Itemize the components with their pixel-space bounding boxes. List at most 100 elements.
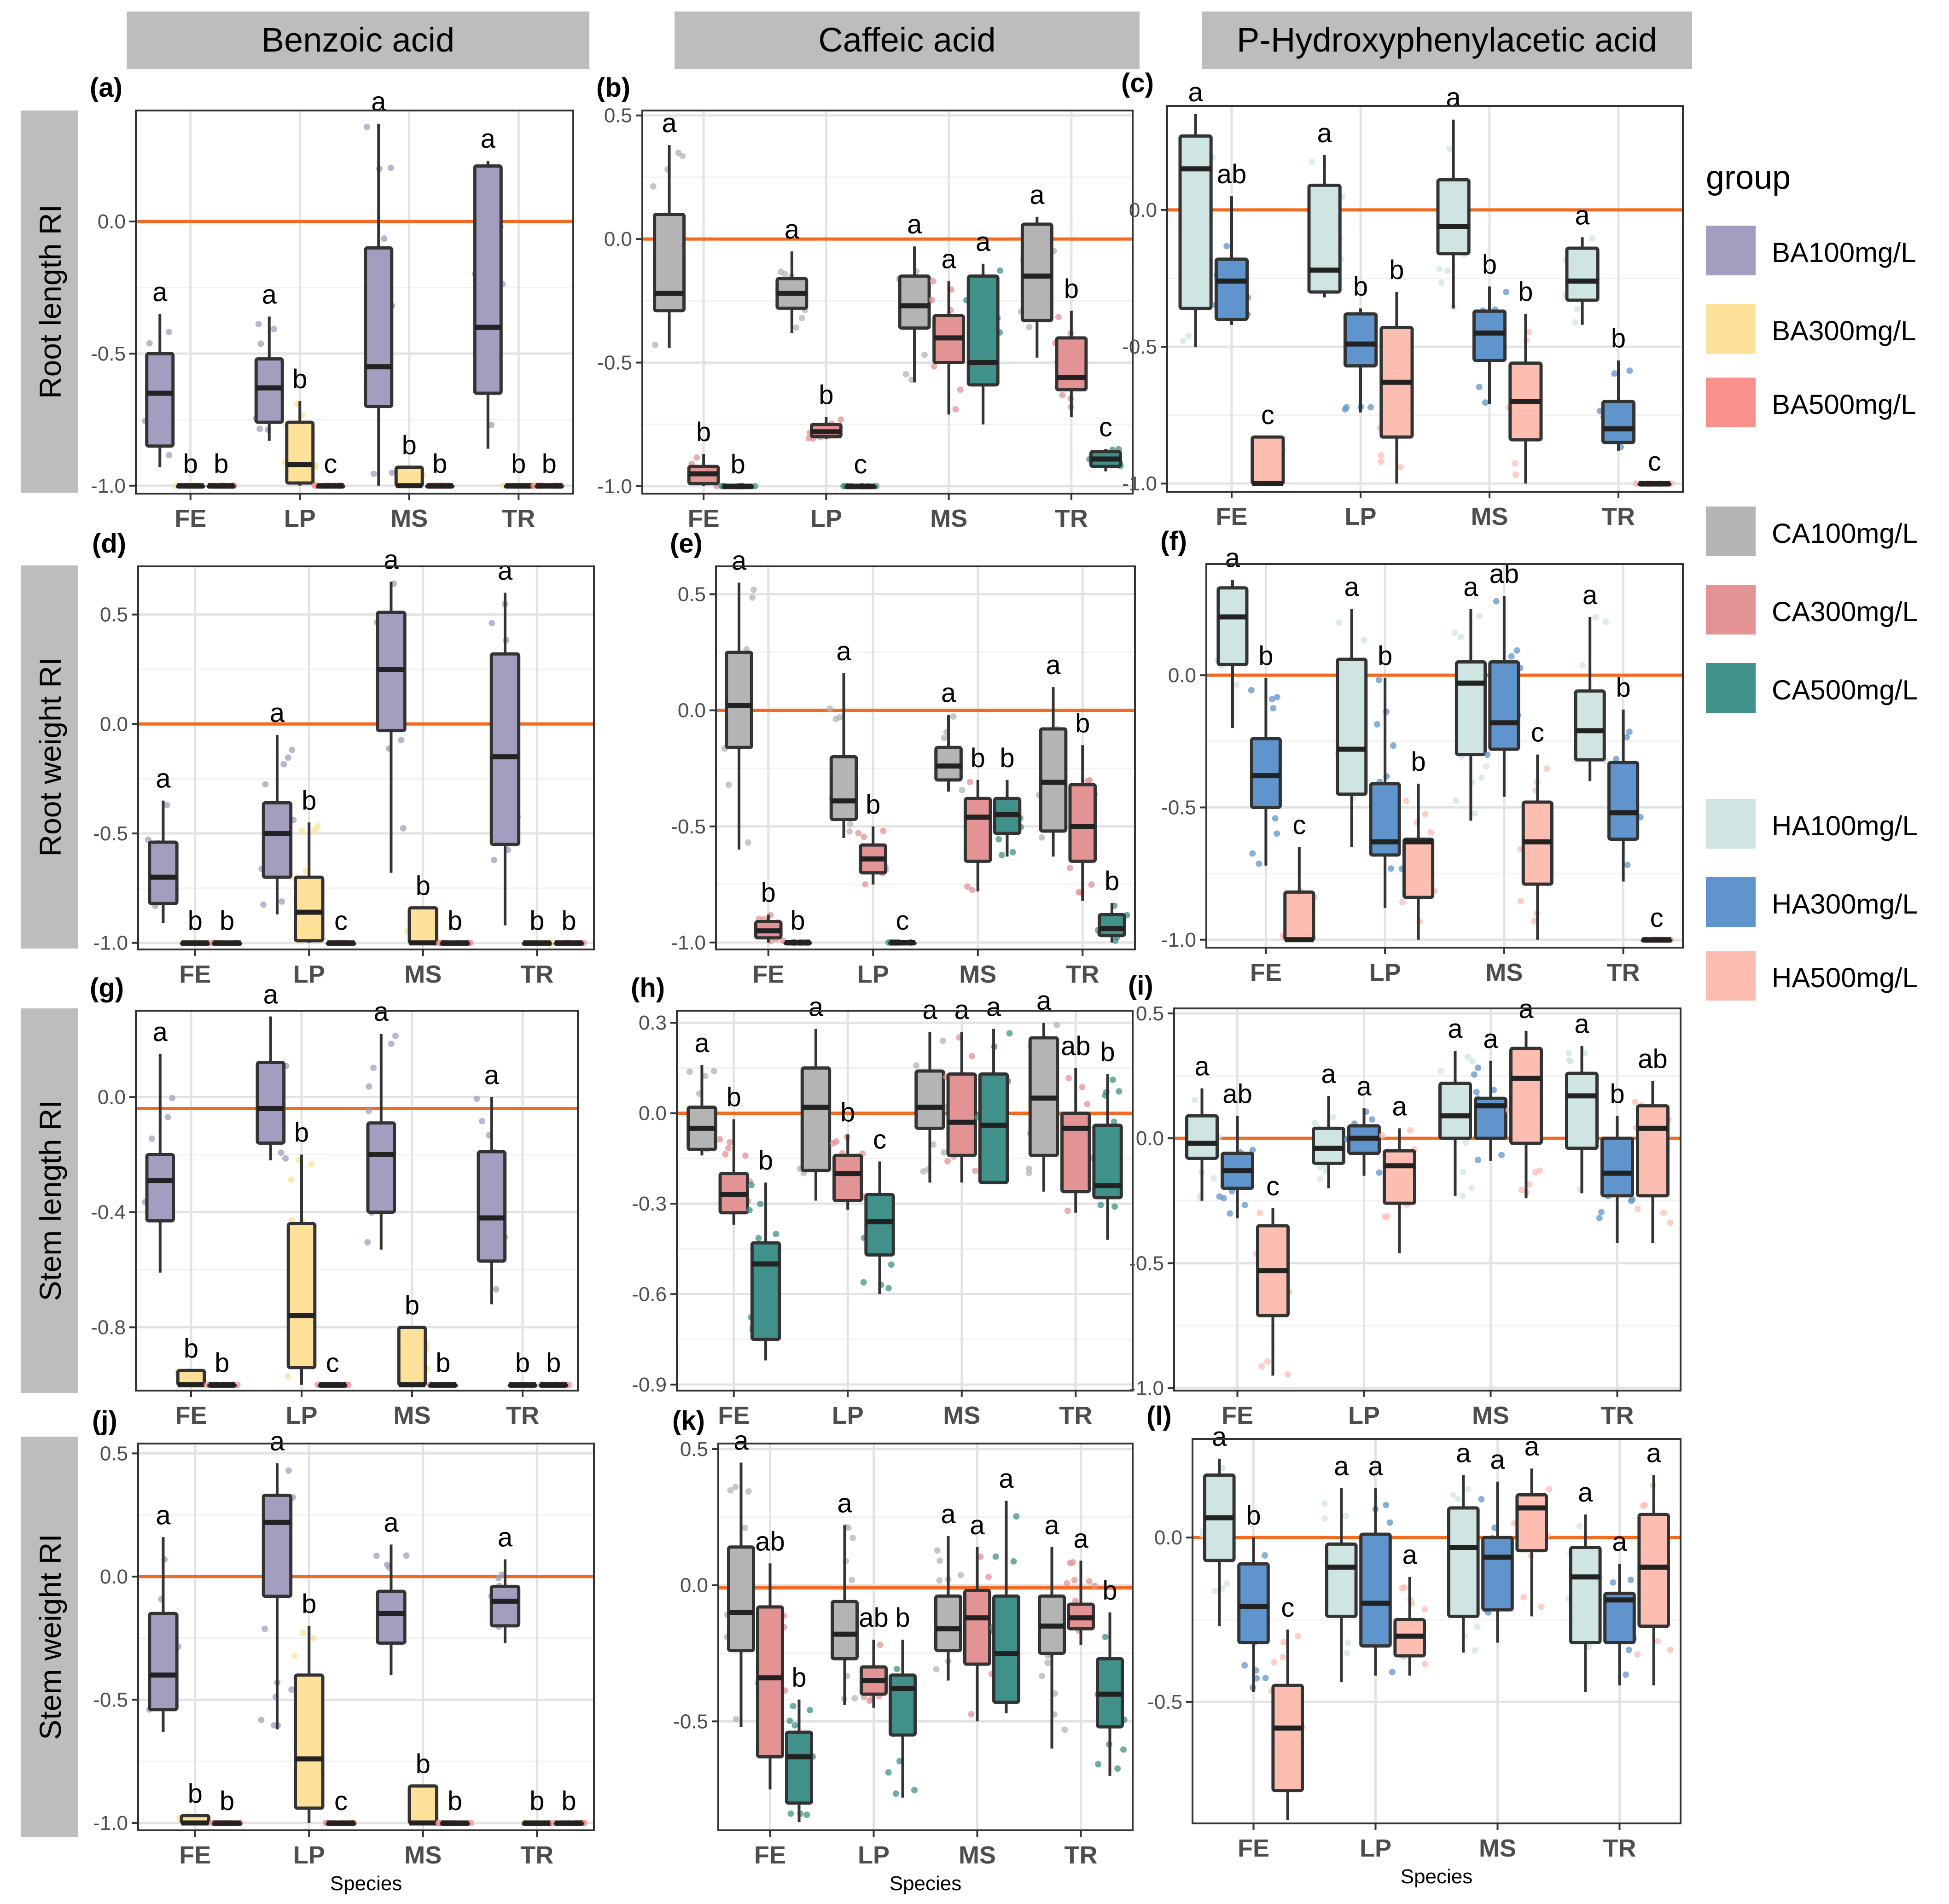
data-point [1079,1084,1086,1091]
data-point [1044,1659,1051,1666]
significance-letter: b [529,1786,544,1816]
box-body [1271,1683,1304,1793]
x-tick-label: TR [1065,1841,1098,1869]
box-FE-CA500mg/L: b [783,906,812,946]
significance-letter: a [1073,1524,1088,1554]
data-point [1451,629,1458,636]
data-point [998,851,1005,858]
box-LP-HA300mg/L: a [1359,1451,1396,1676]
box-LP-CA300mg/L: ab [859,1603,889,1708]
data-point [902,371,909,378]
box-LP-HA100mg/L: a [1334,572,1368,847]
box-MS-HA300mg/L: b [1472,250,1510,406]
data-point [845,1524,852,1531]
data-point [1091,1582,1098,1589]
data-point [755,1234,762,1241]
significance-letter: b [184,1333,198,1363]
data-point [1572,319,1579,326]
significance-letter: b [761,878,776,908]
data-point [977,1553,984,1560]
data-point [1084,778,1091,785]
box-FE-CA500mg/L: b [746,1146,781,1361]
data-point [959,786,966,793]
data-point [745,839,751,846]
data-point [398,737,405,744]
data-point [1369,1116,1376,1123]
data-point [1508,653,1515,660]
data-point [807,1707,814,1714]
data-point [1061,1726,1068,1733]
data-point [861,833,867,840]
data-point [1613,756,1620,763]
box-body [889,1673,917,1737]
row-label: Root weight RI [33,658,67,857]
significance-letter: a [153,1017,168,1047]
legend-entry: CA300mg/L [1706,585,1918,635]
legend-swatch [1706,378,1756,427]
column-header: P-Hydroxyphenylacetic acid [1237,21,1657,59]
panel-tag: (h) [631,973,665,1003]
data-point [1285,1371,1292,1378]
data-point [1389,1669,1396,1676]
x-axis-title: Species [1401,1865,1473,1888]
data-point [1264,1358,1271,1365]
data-point [1498,1152,1505,1159]
data-point [1469,1058,1476,1065]
data-point [913,1062,920,1069]
data-point [1458,634,1465,640]
data-point [1388,865,1395,872]
data-point [1249,850,1256,857]
box-body [1325,1542,1358,1618]
data-point [1520,1594,1527,1601]
data-point [384,1561,390,1568]
data-point [722,1151,729,1158]
significance-letter: b [1064,274,1079,304]
y-tick-label: -0.5 [1147,1691,1182,1713]
box-MS-BA100mg/L: a [373,1508,410,1675]
box-body [831,1600,859,1660]
x-tick-label: TR [520,1841,553,1869]
data-point [693,454,700,461]
box-TR-CA100mg/L: a [1038,1510,1068,1749]
data-point [1478,1496,1485,1503]
data-point [1378,458,1385,465]
significance-letter: a [384,545,399,575]
data-point [365,1107,372,1114]
box-MS-CA500mg/L: b [993,743,1024,858]
x-tick-label: LP [1369,959,1401,986]
x-tick-label: LP [1360,1834,1391,1862]
significance-letter: b [214,449,228,479]
data-point [255,320,262,327]
data-point [851,1695,858,1702]
box-body [1092,1124,1123,1199]
significance-letter: a [1578,1478,1593,1508]
plot-background [642,111,1133,494]
significance-letter: a [1356,1071,1372,1101]
box-TR-BA300mg/L: b [521,1786,553,1826]
box-body [1359,1532,1392,1648]
data-point [370,471,377,477]
data-point [1518,1187,1525,1194]
data-point [1180,338,1187,344]
legend-title: group [1706,159,1791,196]
data-point [1216,1193,1223,1200]
box-body [725,651,753,749]
box-LP-CA100mg/L: a [831,1488,859,1705]
data-point [166,452,173,459]
data-point [1258,1363,1265,1370]
significance-letter: a [1334,1451,1349,1481]
box-LP-BA100mg/L: a [253,280,284,441]
legend-label: CA500mg/L [1772,675,1918,705]
y-tick-label: -1.0 [91,475,126,497]
data-point [1072,1597,1079,1604]
y-tick-label: 0.0 [680,1574,708,1597]
data-point [786,1718,793,1724]
box-LP-CA500mg/L: b [885,1603,918,1798]
x-tick-label: TR [1059,1402,1092,1429]
y-tick-label: -0.5 [1122,336,1157,358]
box-MS-CA100mg/L: a [933,1499,964,1681]
significance-letter: b [183,449,198,479]
significance-letter: a [156,1500,171,1530]
box-body [864,1193,895,1257]
